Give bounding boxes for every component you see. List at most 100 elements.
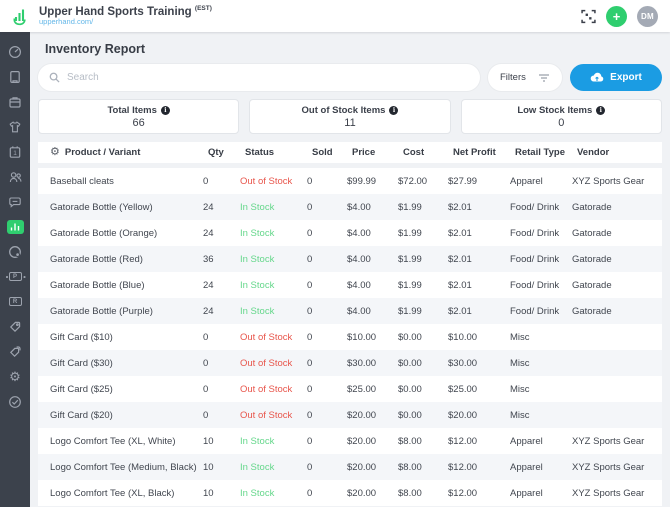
- cell-net-profit: $27.99: [448, 175, 478, 187]
- main-content: Inventory Report Filters Export Total It…: [30, 32, 670, 507]
- sidebar-item-settings[interactable]: [0, 364, 30, 389]
- cell-price: $30.00: [347, 357, 377, 369]
- cell-product: Gatorade Bottle (Blue): [50, 279, 145, 291]
- cell-net-profit: $2.01: [448, 305, 472, 317]
- cell-price: $20.00: [347, 409, 377, 421]
- sidebar-item-reports[interactable]: [0, 214, 30, 239]
- table-row[interactable]: Gatorade Bottle (Red) 36 In Stock 0 $4.0…: [38, 246, 662, 272]
- table-row[interactable]: Baseball cleats 0 Out of Stock 0 $99.99 …: [38, 168, 662, 194]
- cell-retail-type: Food/ Drink: [510, 201, 560, 213]
- gauge-icon: [8, 45, 22, 58]
- people-icon: [9, 171, 21, 182]
- plus-icon: +: [612, 8, 621, 24]
- cell-cost: $72.00: [398, 175, 428, 187]
- cell-qty: 36: [203, 253, 214, 265]
- stat-value: 11: [344, 116, 356, 129]
- table-row[interactable]: Gatorade Bottle (Purple) 24 In Stock 0 $…: [38, 298, 662, 324]
- table-row[interactable]: Gift Card ($20) 0 Out of Stock 0 $20.00 …: [38, 402, 662, 428]
- business-title: Upper Hand Sports Training (EST): [39, 5, 212, 19]
- sidebar-item-calendar[interactable]: 1: [0, 139, 30, 164]
- cell-retail-type: Food/ Drink: [510, 279, 560, 291]
- sidebar-item-memberships[interactable]: [0, 239, 30, 264]
- cell-cost: $8.00: [398, 461, 422, 473]
- cell-price: $20.00: [347, 487, 377, 499]
- sidebar-item-promotions[interactable]: [0, 339, 30, 364]
- cell-sold: 0: [307, 305, 313, 317]
- export-button[interactable]: Export: [570, 64, 662, 91]
- scan-icon[interactable]: [581, 9, 596, 24]
- cell-cost: $8.00: [398, 435, 422, 447]
- filters-button[interactable]: Filters: [488, 64, 562, 91]
- cell-qty: 0: [203, 331, 209, 343]
- table-row[interactable]: Gatorade Bottle (Orange) 24 In Stock 0 $…: [38, 220, 662, 246]
- cell-vendor: XYZ Sports Gear: [572, 461, 645, 473]
- table-row[interactable]: Logo Comfort Tee (XL, White) 10 In Stock…: [38, 428, 662, 454]
- sidebar-item-messages[interactable]: [0, 189, 30, 214]
- cell-retail-type: Misc: [510, 409, 530, 421]
- cell-price: $4.00: [347, 305, 371, 317]
- table-row[interactable]: Gatorade Bottle (Yellow) 24 In Stock 0 $…: [38, 194, 662, 220]
- sidebar-item-clients[interactable]: [0, 164, 30, 189]
- cell-status: Out of Stock: [240, 175, 293, 187]
- sidebar: 1: [0, 32, 30, 507]
- cell-qty: 0: [203, 409, 209, 421]
- info-icon[interactable]: [596, 105, 606, 115]
- stat-value: 66: [132, 116, 145, 129]
- circle-dot-icon: [9, 245, 21, 258]
- avatar[interactable]: DM: [637, 5, 658, 27]
- search-icon: [49, 72, 60, 83]
- upper-hand-logo-icon: [13, 9, 26, 26]
- sidebar-item-register[interactable]: [0, 289, 30, 314]
- cell-sold: 0: [307, 435, 313, 447]
- cell-product: Gift Card ($10): [50, 331, 113, 343]
- cell-retail-type: Food/ Drink: [510, 253, 560, 265]
- cell-cost: $1.99: [398, 201, 422, 213]
- info-icon[interactable]: [389, 105, 399, 115]
- cell-cost: $0.00: [398, 357, 422, 369]
- cell-qty: 10: [203, 487, 214, 499]
- search-input[interactable]: [67, 72, 469, 83]
- sidebar-item-apparel[interactable]: [0, 114, 30, 139]
- info-icon[interactable]: [160, 105, 170, 115]
- cell-qty: 10: [203, 435, 214, 447]
- business-url-link[interactable]: upperhand.com/: [39, 17, 94, 27]
- cell-retail-type: Apparel: [510, 461, 543, 473]
- cell-product: Baseball cleats: [50, 175, 114, 187]
- sidebar-item-schedule[interactable]: [0, 89, 30, 114]
- column-gear-icon[interactable]: [50, 147, 60, 158]
- cell-qty: 24: [203, 227, 214, 239]
- table-row[interactable]: Gatorade Bottle (Blue) 24 In Stock 0 $4.…: [38, 272, 662, 298]
- cloud-upload-icon: [590, 72, 604, 82]
- cell-sold: 0: [307, 461, 313, 473]
- cell-price: $4.00: [347, 201, 371, 213]
- table-row[interactable]: Logo Comfort Tee (Medium, Black) 10 In S…: [38, 454, 662, 480]
- sidebar-item-goals[interactable]: [0, 389, 30, 414]
- top-bar: Upper Hand Sports Training (EST) upperha…: [0, 0, 670, 32]
- table-row[interactable]: Gift Card ($25) 0 Out of Stock 0 $25.00 …: [38, 376, 662, 402]
- cell-sold: 0: [307, 279, 313, 291]
- tags-icon: [9, 345, 21, 357]
- cell-qty: 24: [203, 279, 214, 291]
- cell-status: Out of Stock: [240, 331, 293, 343]
- table-row[interactable]: Gift Card ($30) 0 Out of Stock 0 $30.00 …: [38, 350, 662, 376]
- table-header: Product / Variant Qty Status Sold Price …: [38, 142, 662, 163]
- add-button[interactable]: +: [606, 5, 627, 27]
- cell-cost: $1.99: [398, 305, 422, 317]
- cell-product: Gift Card ($20): [50, 409, 113, 421]
- tag-icon: [9, 321, 21, 332]
- upper-hand-logo[interactable]: [9, 5, 31, 27]
- calendar-icon: 1: [9, 145, 21, 158]
- sidebar-item-pos[interactable]: [0, 264, 30, 289]
- cell-net-profit: $12.00: [448, 435, 478, 447]
- sidebar-item-retail[interactable]: [0, 314, 30, 339]
- cell-price: $4.00: [347, 279, 371, 291]
- cell-cost: $1.99: [398, 227, 422, 239]
- cell-sold: 0: [307, 227, 313, 239]
- cell-price: $4.00: [347, 253, 371, 265]
- table-row[interactable]: Logo Comfort Tee (XL, Black) 10 In Stock…: [38, 480, 662, 506]
- sidebar-item-contacts[interactable]: [0, 64, 30, 89]
- bar-chart-icon: [6, 219, 24, 234]
- table-row[interactable]: Gift Card ($10) 0 Out of Stock 0 $10.00 …: [38, 324, 662, 350]
- p-card-icon: [6, 272, 22, 281]
- sidebar-item-dashboard[interactable]: [0, 39, 30, 64]
